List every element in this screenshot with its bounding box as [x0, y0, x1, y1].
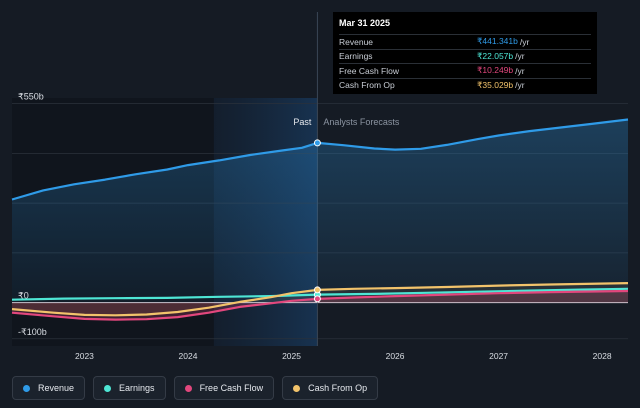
x-tick-label: 2025 [282, 351, 301, 361]
revenue-area [12, 119, 628, 303]
tooltip-date: Mar 31 2025 [339, 18, 391, 28]
x-tick-label: 2027 [489, 351, 508, 361]
x-tick-label: 2026 [386, 351, 405, 361]
tooltip-unit: /yr [515, 80, 525, 91]
tooltip-unit: /yr [515, 65, 525, 76]
legend-dot-icon [23, 384, 30, 392]
financials-chart: ₹550b ₹0 -₹100b 2023 2024 2025 2026 2027 2028 Pas… [11, 12, 629, 361]
tooltip-row-earnings: Earnings ₹22.057b /yr [339, 48, 591, 64]
cash-from-op-marker [313, 286, 321, 294]
tooltip-row-revenue: Revenue ₹441.341b /yr [339, 34, 591, 49]
tooltip-value: ₹441.341b [477, 36, 518, 47]
tooltip-label: Earnings [339, 51, 373, 62]
past-label: Past [293, 117, 312, 127]
legend-item-cash-from-op[interactable]: Cash From Op [282, 376, 379, 400]
free-cash-flow-line [11, 289, 629, 321]
legend-item-free-cash-flow[interactable]: Free Cash Flow [173, 376, 275, 400]
y-tick-label: ₹550b [18, 92, 44, 102]
tooltip-value: ₹10.249b [477, 65, 514, 76]
legend-dot-icon [184, 384, 192, 392]
legend-item-earnings[interactable]: Earnings [93, 376, 166, 400]
tooltip-label: Revenue [339, 36, 374, 47]
y-tick-label: ₹0 [18, 291, 29, 301]
tooltip-label: Cash From Op [339, 80, 395, 91]
chart-area: ₹550b ₹0 -₹100b 2023 2024 2025 2026 2027 2028 Pas… [11, 12, 629, 361]
legend-dot-icon [293, 384, 301, 392]
tooltip-value: ₹35.029b [477, 79, 514, 90]
legend: Revenue Earnings Free Cash Flow Cash Fro… [12, 376, 379, 400]
revenue-marker [313, 139, 321, 147]
legend-item-revenue[interactable]: Revenue [12, 376, 86, 400]
x-tick-label: 2024 [179, 351, 198, 361]
x-tick-label: 2028 [593, 351, 612, 361]
legend-label: Cash From Op [308, 383, 368, 393]
forecast-label: Analysts Forecasts [323, 117, 400, 127]
tooltip-row-cash-from-op: Cash From Op ₹35.029b /yr [339, 77, 591, 93]
free-cash-flow-marker [313, 295, 321, 303]
x-tick-label: 2023 [75, 351, 94, 361]
legend-label: Revenue [38, 383, 75, 393]
legend-dot-icon [104, 384, 112, 392]
tooltip-label: Free Cash Flow [339, 65, 399, 76]
cash-from-op-line [11, 282, 629, 317]
y-tick-label: -₹100b [18, 327, 47, 337]
tooltip-row-free-cash-flow: Free Cash Flow ₹10.249b /yr [339, 63, 591, 78]
tooltip-value: ₹22.057b [477, 50, 514, 61]
tooltip: Mar 31 2025 Revenue ₹441.341b /yr Earnin… [333, 12, 597, 94]
legend-label: Earnings [119, 383, 155, 393]
tooltip-unit: /yr [515, 51, 525, 62]
legend-label: Free Cash Flow [199, 383, 264, 393]
tooltip-unit: /yr [519, 36, 530, 47]
